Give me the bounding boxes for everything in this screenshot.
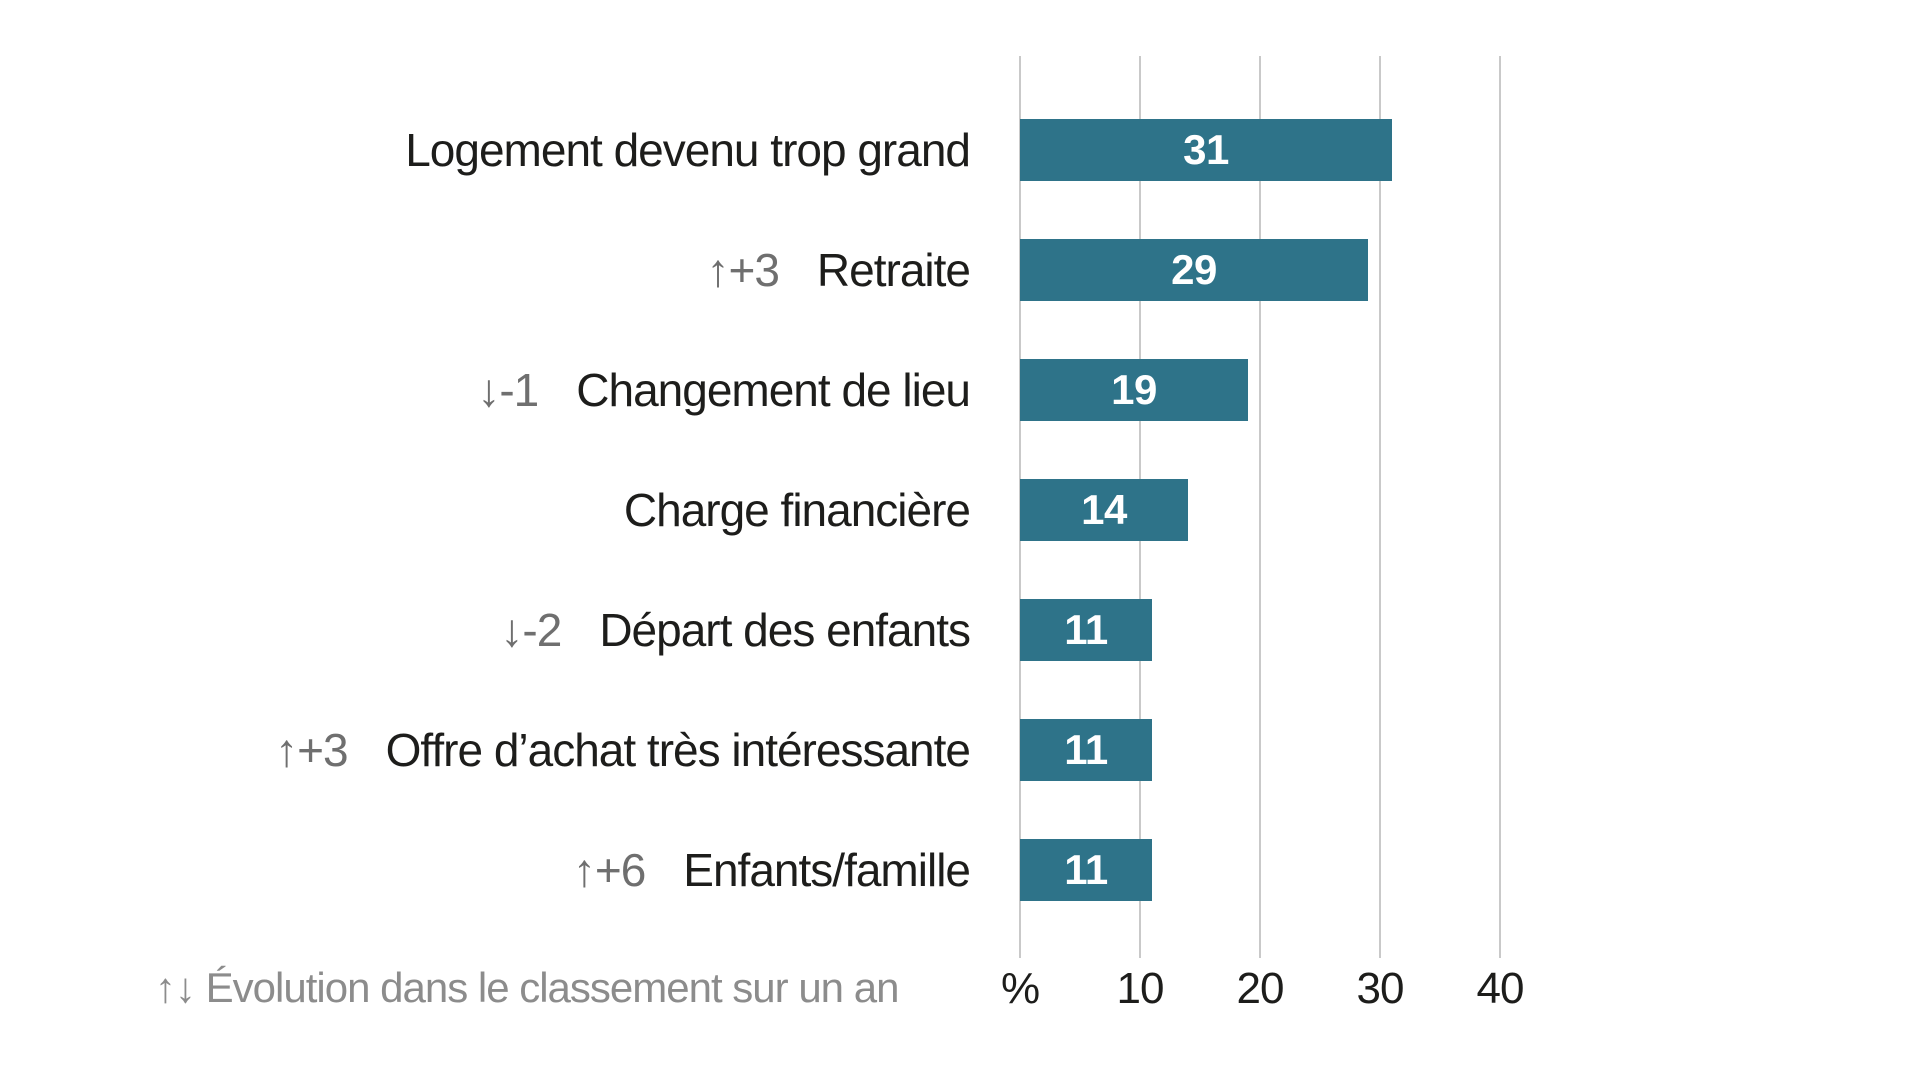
- category-label: Retraite: [816, 244, 971, 296]
- bar-value-label: 11: [1064, 726, 1108, 773]
- bar: 11: [1020, 599, 1152, 661]
- x-axis-tick-label: %: [1000, 964, 1040, 1013]
- rank-change-indicator: ↓-1: [477, 364, 539, 416]
- x-axis-tick-label: 20: [1236, 964, 1285, 1013]
- bar-value-label: 11: [1064, 846, 1108, 893]
- bar-value-label: 11: [1064, 606, 1108, 653]
- category-label: Logement devenu trop grand: [405, 124, 971, 176]
- row-label: ↑+6 Enfants/famille: [572, 838, 971, 902]
- category-label: Départ des enfants: [599, 604, 971, 656]
- rank-change-indicator: ↑+6: [572, 844, 646, 896]
- footnote: ↑↓ Évolution dans le classement sur un a…: [155, 964, 899, 1011]
- rank-change-indicator: ↑+3: [706, 244, 779, 296]
- category-label: Enfants/famille: [683, 844, 971, 896]
- category-label: Changement de lieu: [576, 364, 971, 416]
- rank-change-indicator: ↓-2: [500, 604, 562, 656]
- row-label: Charge financière: [623, 478, 971, 542]
- bar-value-label: 19: [1111, 366, 1157, 413]
- row-label: ↑+3 Offre d’achat très intéressante: [275, 718, 971, 782]
- x-axis-tick-label: 10: [1116, 964, 1165, 1013]
- gridline-40: [1499, 56, 1501, 958]
- gridline-30: [1379, 56, 1381, 958]
- bar: 14: [1020, 479, 1188, 541]
- bar: 19: [1020, 359, 1248, 421]
- row-label: ↓-2 Départ des enfants: [500, 598, 971, 662]
- category-label: Offre d’achat très intéressante: [385, 724, 971, 776]
- bar-value-label: 14: [1081, 486, 1127, 533]
- bar: 29: [1020, 239, 1368, 301]
- row-label: ↓-1 Changement de lieu: [477, 358, 971, 422]
- bar-value-label: 29: [1171, 246, 1217, 293]
- row-label: ↑+3 Retraite: [706, 238, 971, 302]
- category-label: Charge financière: [623, 484, 971, 536]
- rank-change-indicator: ↑+3: [275, 724, 348, 776]
- bar: 11: [1020, 719, 1152, 781]
- bar: 31: [1020, 119, 1392, 181]
- x-axis-tick-label: 40: [1476, 964, 1525, 1013]
- bar: 11: [1020, 839, 1152, 901]
- gridline-20: [1259, 56, 1261, 958]
- x-axis-tick-label: 30: [1356, 964, 1405, 1013]
- row-label: Logement devenu trop grand: [405, 118, 971, 182]
- bar-value-label: 31: [1183, 126, 1229, 173]
